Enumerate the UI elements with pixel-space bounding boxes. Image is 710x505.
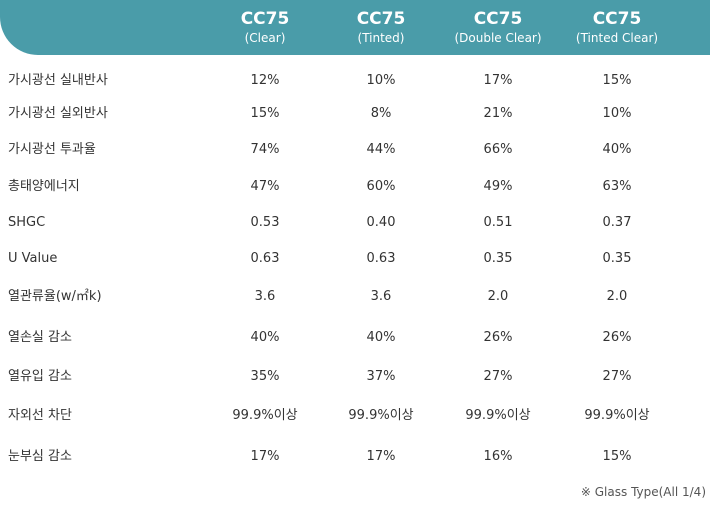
table-cell: 0.53 bbox=[250, 215, 280, 230]
table-row: 가시광선 투과율 74% 44% 66% 40% bbox=[0, 135, 710, 165]
column-header-clear: CC75 (Clear) bbox=[190, 8, 340, 46]
table-cell: 17% bbox=[250, 449, 280, 464]
table-cell: 27% bbox=[483, 369, 513, 384]
table-cell: 99.9%이상 bbox=[584, 408, 650, 423]
table-cell: 17% bbox=[483, 73, 513, 88]
table-cell: 99.9%이상 bbox=[465, 408, 531, 423]
column-name: CC75 bbox=[356, 9, 406, 29]
table-cell: 27% bbox=[602, 369, 632, 384]
table-row: 열손실 감소 40% 40% 26% 26% bbox=[0, 323, 710, 353]
row-label: 가시광선 실외반사 bbox=[8, 106, 108, 121]
table-cell: 47% bbox=[250, 179, 280, 194]
table-row: 열관류율(w/㎡k) 3.6 3.6 2.0 2.0 bbox=[0, 282, 710, 312]
table-cell: 2.0 bbox=[487, 289, 509, 304]
column-subtitle: (Tinted Clear) bbox=[575, 31, 659, 45]
row-label: 눈부심 감소 bbox=[8, 449, 72, 464]
table-cell: 60% bbox=[366, 179, 396, 194]
table-cell: 16% bbox=[483, 449, 513, 464]
table-cell: 17% bbox=[366, 449, 396, 464]
column-name: CC75 bbox=[240, 9, 290, 29]
table-cell: 2.0 bbox=[606, 289, 628, 304]
table-cell: 66% bbox=[483, 142, 513, 157]
table-cell: 8% bbox=[370, 106, 392, 121]
table-cell: 40% bbox=[366, 330, 396, 345]
table-cell: 0.37 bbox=[602, 215, 632, 230]
table-cell: 0.63 bbox=[366, 251, 396, 266]
row-label: 가시광선 실내반사 bbox=[8, 73, 108, 88]
table-cell: 3.6 bbox=[370, 289, 392, 304]
table-cell: 40% bbox=[250, 330, 280, 345]
table-row: 자외선 차단 99.9%이상 99.9%이상 99.9%이상 99.9%이상 bbox=[0, 401, 710, 431]
row-label: 가시광선 투과율 bbox=[8, 142, 96, 157]
row-label: SHGC bbox=[8, 215, 46, 230]
table-cell: 44% bbox=[366, 142, 396, 157]
table-cell: 40% bbox=[602, 142, 632, 157]
footnote: ※ Glass Type(All 1/4) bbox=[580, 485, 706, 499]
column-subtitle: (Double Clear) bbox=[454, 31, 542, 45]
column-subtitle: (Tinted) bbox=[357, 31, 405, 45]
table-cell: 0.40 bbox=[366, 215, 396, 230]
table-cell: 37% bbox=[366, 369, 396, 384]
table-cell: 15% bbox=[250, 106, 280, 121]
column-header-double-clear: CC75 (Double Clear) bbox=[423, 8, 573, 46]
table-header: CC75 (Clear) CC75 (Tinted) CC75 (Double … bbox=[0, 0, 710, 55]
table-cell: 21% bbox=[483, 106, 513, 121]
column-header-tinted: CC75 (Tinted) bbox=[306, 8, 456, 46]
column-subtitle: (Clear) bbox=[244, 31, 286, 45]
table-cell: 99.9%이상 bbox=[348, 408, 414, 423]
table-cell: 26% bbox=[602, 330, 632, 345]
table-cell: 3.6 bbox=[254, 289, 276, 304]
table-row: 총태양에너지 47% 60% 49% 63% bbox=[0, 172, 710, 202]
column-header-tinted-clear: CC75 (Tinted Clear) bbox=[542, 8, 692, 46]
row-label: 열유입 감소 bbox=[8, 369, 72, 384]
row-label: U Value bbox=[8, 251, 58, 266]
table-row: 가시광선 실외반사 15% 8% 21% 10% bbox=[0, 99, 710, 129]
table-cell: 74% bbox=[250, 142, 280, 157]
table-cell: 63% bbox=[602, 179, 632, 194]
column-name: CC75 bbox=[592, 9, 642, 29]
table-cell: 0.63 bbox=[250, 251, 280, 266]
table-row: U Value 0.63 0.63 0.35 0.35 bbox=[0, 244, 710, 274]
table-row: 눈부심 감소 17% 17% 16% 15% bbox=[0, 442, 710, 472]
table-cell: 99.9%이상 bbox=[232, 408, 298, 423]
table-cell: 49% bbox=[483, 179, 513, 194]
row-label: 총태양에너지 bbox=[8, 179, 80, 194]
row-label: 자외선 차단 bbox=[8, 408, 72, 423]
row-label: 열관류율(w/㎡k) bbox=[8, 289, 102, 304]
table-cell: 15% bbox=[602, 449, 632, 464]
table-cell: 0.35 bbox=[602, 251, 632, 266]
table-cell: 0.51 bbox=[483, 215, 513, 230]
column-name: CC75 bbox=[473, 9, 523, 29]
table-cell: 12% bbox=[250, 73, 280, 88]
table-cell: 35% bbox=[250, 369, 280, 384]
table-cell: 0.35 bbox=[483, 251, 513, 266]
table-row: SHGC 0.53 0.40 0.51 0.37 bbox=[0, 208, 710, 238]
table-cell: 15% bbox=[602, 73, 632, 88]
table-cell: 10% bbox=[602, 106, 632, 121]
table-cell: 26% bbox=[483, 330, 513, 345]
table-cell: 10% bbox=[366, 73, 396, 88]
table-row: 가시광선 실내반사 12% 10% 17% 15% bbox=[0, 66, 710, 96]
table-row: 열유입 감소 35% 37% 27% 27% bbox=[0, 362, 710, 392]
row-label: 열손실 감소 bbox=[8, 330, 72, 345]
